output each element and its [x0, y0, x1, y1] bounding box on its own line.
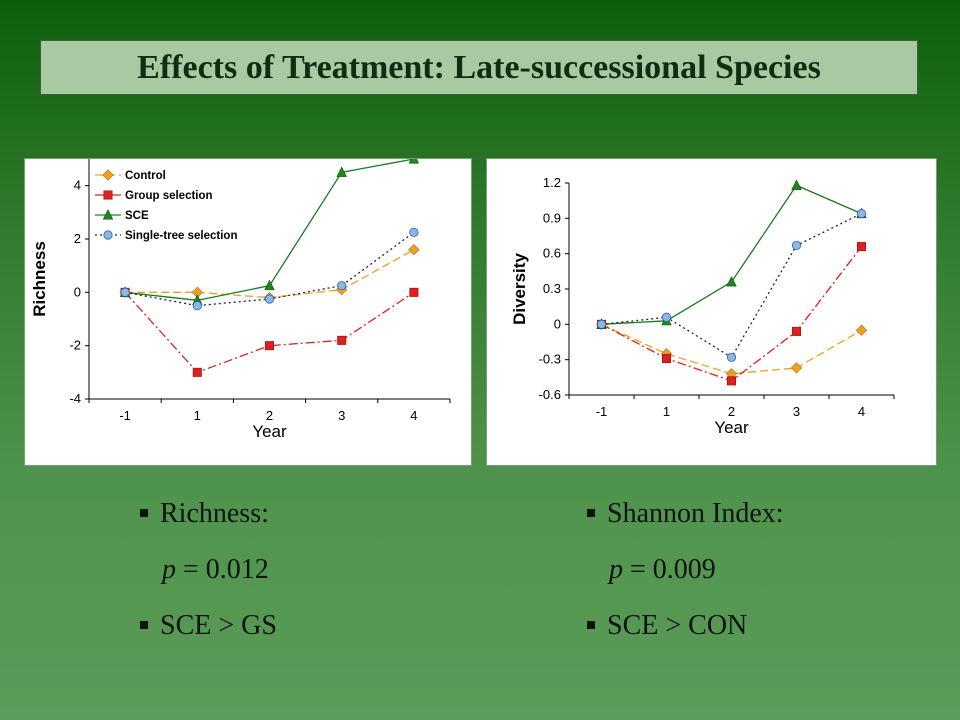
bullet-sce-gs: SCE > GS — [140, 610, 277, 642]
data-point-circle — [791, 240, 802, 251]
data-point-square — [265, 341, 275, 351]
slide-title: Effects of Treatment: Late-successional … — [137, 48, 821, 86]
data-point-triangle — [336, 166, 347, 177]
data-point-triangle — [264, 279, 275, 291]
y-tick-label: 4 — [74, 178, 81, 193]
y-tick-label: -4 — [69, 391, 81, 406]
p-value-richness: p = 0.012 — [162, 554, 269, 586]
data-point-circle — [120, 287, 130, 297]
legend-label: Group selection — [125, 190, 213, 202]
bullet-square-icon — [140, 508, 148, 517]
series-line-group-selection — [124, 291, 415, 374]
data-point-square — [856, 242, 866, 252]
y-tick-label: 0 — [554, 316, 561, 331]
data-point-circle — [856, 209, 867, 219]
bullet-sce-con: SCE > CON — [587, 610, 747, 642]
legend-marker — [103, 230, 113, 240]
series-line-sce — [601, 184, 862, 325]
data-point-square — [192, 367, 202, 377]
x-tick-label: 2 — [728, 404, 735, 419]
data-point-circle — [264, 294, 275, 304]
data-point-square — [409, 287, 419, 297]
y-axis-title: Diversity — [510, 253, 529, 325]
legend-marker — [102, 169, 114, 181]
y-tick-label: -0.6 — [539, 387, 561, 402]
x-tick-label: 3 — [338, 408, 345, 423]
legend-marker — [103, 190, 113, 200]
bullet-text: Richness: — [160, 498, 269, 529]
data-point-square — [662, 353, 672, 363]
y-tick-label: -2 — [69, 338, 81, 353]
p-value-shannon: p = 0.009 — [609, 554, 716, 586]
x-tick-label: 4 — [410, 408, 417, 423]
diversity-chart: -0.6 -0.3 0 0.3 0.6 0.9 1.2 -1 1 2 3 4 Year Diversity — [510, 175, 895, 437]
bullet-square-icon — [587, 620, 595, 629]
x-tick-label: 1 — [663, 404, 670, 419]
y-tick-label: 0.6 — [543, 246, 561, 261]
legend-label: Control — [125, 170, 166, 182]
p-label: p — [609, 554, 623, 585]
x-tick-label: 2 — [266, 408, 273, 423]
data-point-diamond — [855, 324, 868, 336]
bullet-richness: Richness: — [140, 498, 269, 530]
data-point-circle — [596, 319, 607, 329]
bullet-text: Shannon Index: — [607, 498, 784, 529]
x-tick-label: -1 — [596, 404, 608, 419]
data-point-circle — [661, 312, 672, 322]
data-point-circle — [192, 301, 202, 311]
series-line-control — [125, 249, 415, 299]
y-tick-label: 0 — [74, 284, 81, 299]
series-line-control — [601, 323, 862, 375]
data-point-triangle — [408, 159, 420, 164]
data-point-circle — [726, 352, 737, 362]
y-tick-label: 0.9 — [543, 210, 561, 225]
legend-label: SCE — [125, 210, 149, 222]
x-tick-label: 3 — [793, 404, 800, 419]
p-value: = 0.012 — [176, 554, 269, 585]
y-tick-label: 0.3 — [543, 281, 561, 296]
data-point-diamond — [408, 244, 420, 256]
data-point-triangle — [726, 276, 737, 287]
data-point-circle — [409, 227, 419, 237]
bullet-square-icon — [140, 620, 148, 629]
data-point-diamond — [790, 362, 803, 374]
bullet-square-icon — [587, 508, 595, 517]
diversity-chart-panel: -0.6 -0.3 0 0.3 0.6 0.9 1.2 -1 1 2 3 4 Year Diversity — [486, 158, 937, 466]
y-tick-label: 1.2 — [543, 175, 561, 190]
data-point-square — [727, 376, 737, 386]
slide-title-box: Effects of Treatment: Late-successional … — [40, 40, 918, 95]
x-axis-title: Year — [252, 422, 287, 441]
data-point-triangle — [791, 179, 802, 190]
legend-marker — [102, 209, 114, 220]
x-tick-label: 1 — [194, 408, 201, 423]
x-axis-title: Year — [714, 418, 749, 437]
p-label: p — [162, 554, 176, 585]
y-tick-label: -0.3 — [539, 352, 561, 367]
x-tick-label: 4 — [858, 404, 865, 419]
p-value: = 0.009 — [623, 554, 716, 585]
richness-chart-panel: -4 -2 0 2 4 -1 1 2 3 4 Year Richness Control Group se… — [24, 158, 472, 466]
x-tick-label: -1 — [119, 408, 131, 423]
y-tick-label: 2 — [74, 231, 81, 246]
bullet-text: SCE > GS — [160, 610, 277, 641]
legend-label: Single-tree selection — [125, 230, 237, 242]
data-point-square — [791, 326, 801, 336]
bullet-shannon: Shannon Index: — [587, 498, 784, 530]
data-point-square — [337, 335, 347, 345]
bullet-text: SCE > CON — [607, 610, 748, 641]
y-axis-title: Richness — [30, 241, 49, 317]
data-point-circle — [337, 281, 347, 291]
richness-chart: -4 -2 0 2 4 -1 1 2 3 4 Year Richness Control Group se… — [30, 159, 451, 441]
